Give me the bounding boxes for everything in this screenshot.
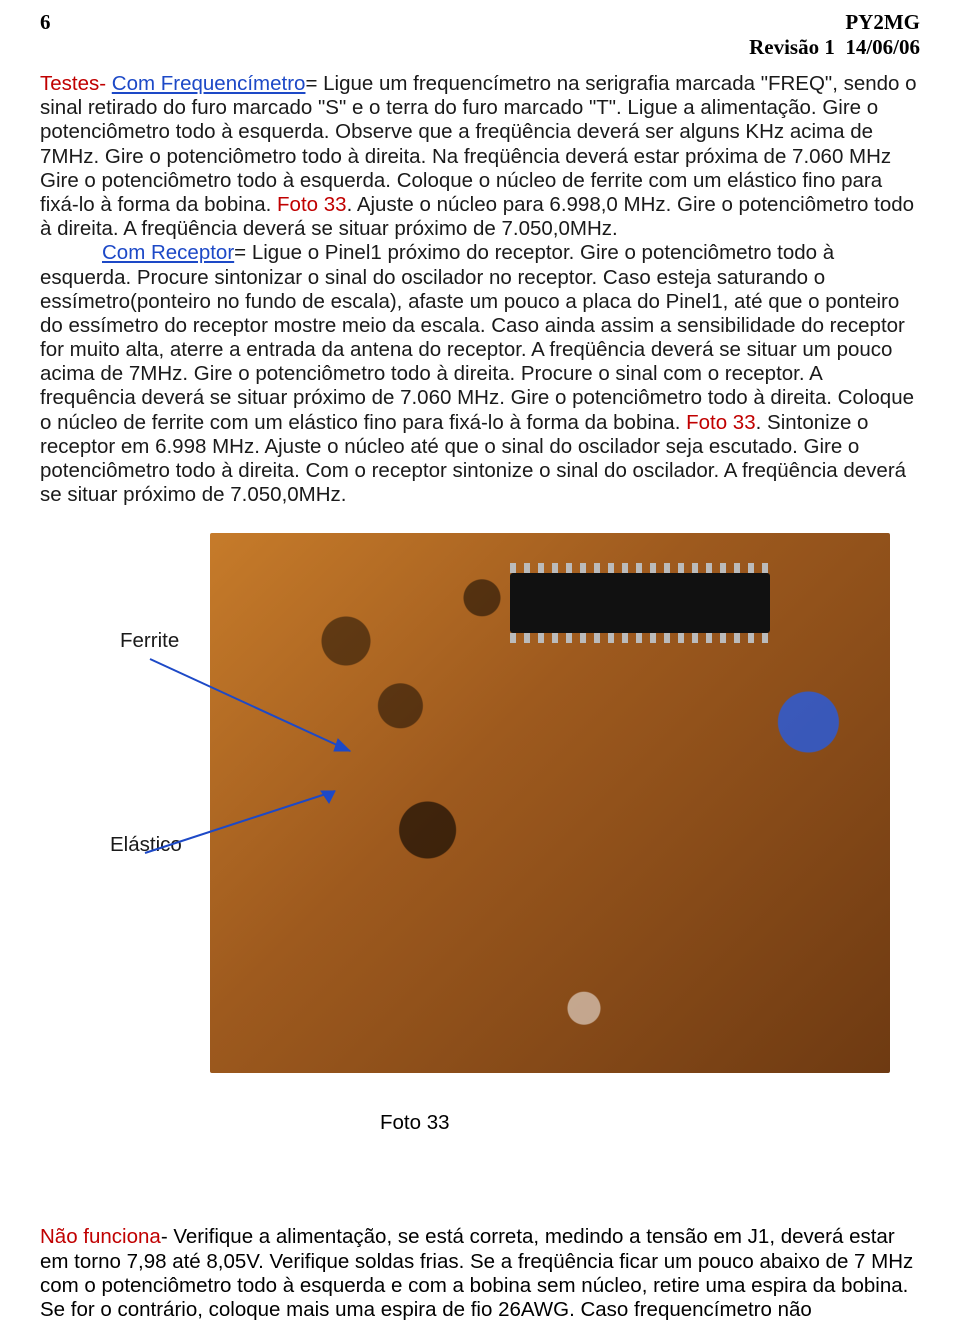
arrow-elastico: [135, 783, 355, 863]
arrow-ferrite: [140, 651, 370, 771]
callsign: PY2MG: [845, 10, 920, 35]
revision-label: Revisão 1: [749, 35, 835, 59]
page-number: 6: [40, 10, 51, 35]
body-text: Testes- Com Frequencímetro= Ligue um fre…: [40, 72, 920, 507]
ic-chip-shape: [510, 573, 770, 633]
revision-date: 14/06/06: [845, 35, 920, 59]
tail-text: - Verifique a alimentação, se está corre…: [40, 1225, 913, 1321]
tail-paragraph: Não funciona- Verifique a alimentação, s…: [40, 1225, 920, 1322]
foto33-ref-a: Foto 33: [277, 193, 347, 216]
label-ferrite: Ferrite: [120, 629, 179, 653]
com-frequencimetro-link: Com Frequencímetro: [112, 72, 306, 95]
figure-foto33: Ferrite Elástico: [40, 533, 920, 1093]
com-receptor-link: Com Receptor: [102, 241, 234, 264]
page-header-row2: Revisão 1 14/06/06: [40, 35, 920, 60]
nao-funciona-label: Não funciona: [40, 1225, 161, 1248]
testes-label: Testes-: [40, 72, 106, 95]
foto33-ref-b: Foto 33: [686, 411, 756, 434]
page-header-row1: 6 PY2MG: [40, 10, 920, 35]
figure-caption: Foto 33: [40, 1111, 920, 1135]
paragraph-3a: = Ligue o Pinel1 próximo do receptor. Gi…: [40, 241, 914, 433]
